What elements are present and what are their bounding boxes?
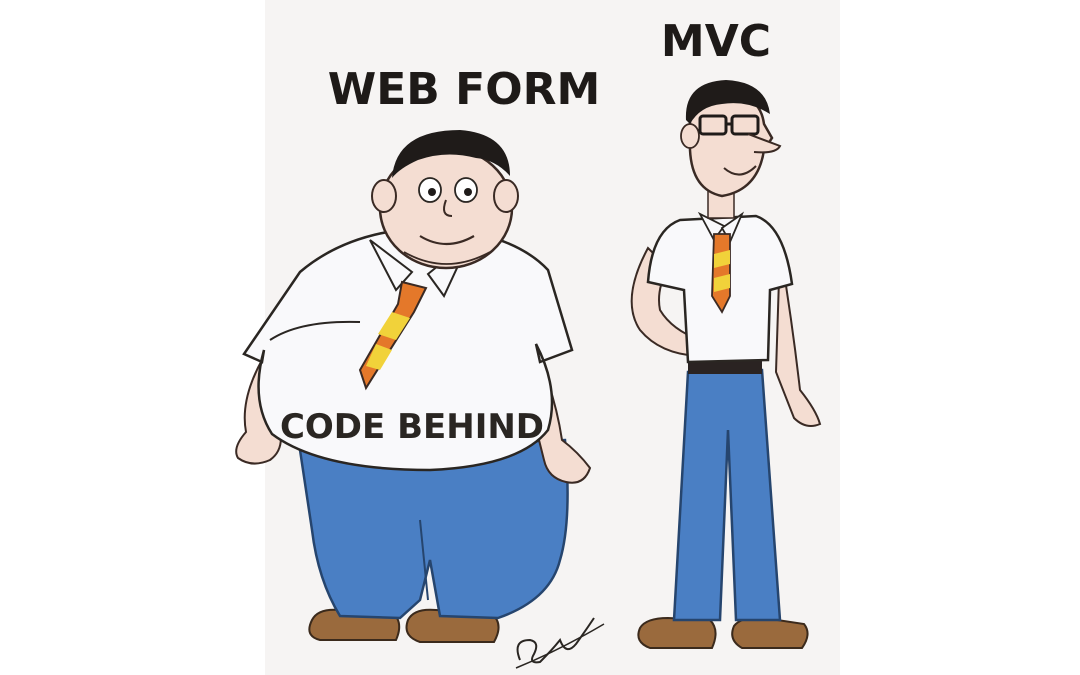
right-pupil-webform (464, 188, 472, 196)
jeans-seam-webform (419, 519, 429, 601)
left-collar-webform (369, 239, 414, 292)
tie-stripe-2-mvc (714, 274, 730, 292)
tie-stripe-1-mvc (714, 250, 730, 268)
right-ear-webform (493, 179, 519, 213)
left-pupil-webform (428, 188, 436, 196)
smile-mvc (723, 165, 757, 176)
webform-character: CODE BEHIND (235, 130, 592, 643)
belly-line-webform (269, 320, 361, 341)
hair-mvc (685, 80, 770, 124)
nose-mvc (747, 133, 782, 154)
tie-stripe-2-webform (366, 344, 392, 370)
hair-webform (392, 130, 510, 178)
code-behind-label: CODE BEHIND (280, 407, 544, 447)
jeans-webform (298, 438, 569, 620)
jeans-mvc (672, 368, 782, 622)
ear-mvc (680, 123, 700, 149)
mvc-title: MVC (661, 16, 771, 67)
mvc-character (630, 80, 822, 649)
webform-title: WEB FORM (328, 64, 601, 115)
right-shoe-mvc (731, 616, 809, 649)
chin-fold-webform (403, 251, 491, 265)
artist-signature (515, 617, 605, 669)
tie-stripe-1-webform (378, 312, 410, 340)
nose-webform (443, 199, 453, 217)
mouth-webform (419, 235, 475, 246)
left-ear-webform (371, 179, 397, 213)
left-shoe-mvc (637, 616, 717, 649)
tie-mvc (711, 233, 731, 314)
right-arm-mvc (774, 247, 822, 427)
